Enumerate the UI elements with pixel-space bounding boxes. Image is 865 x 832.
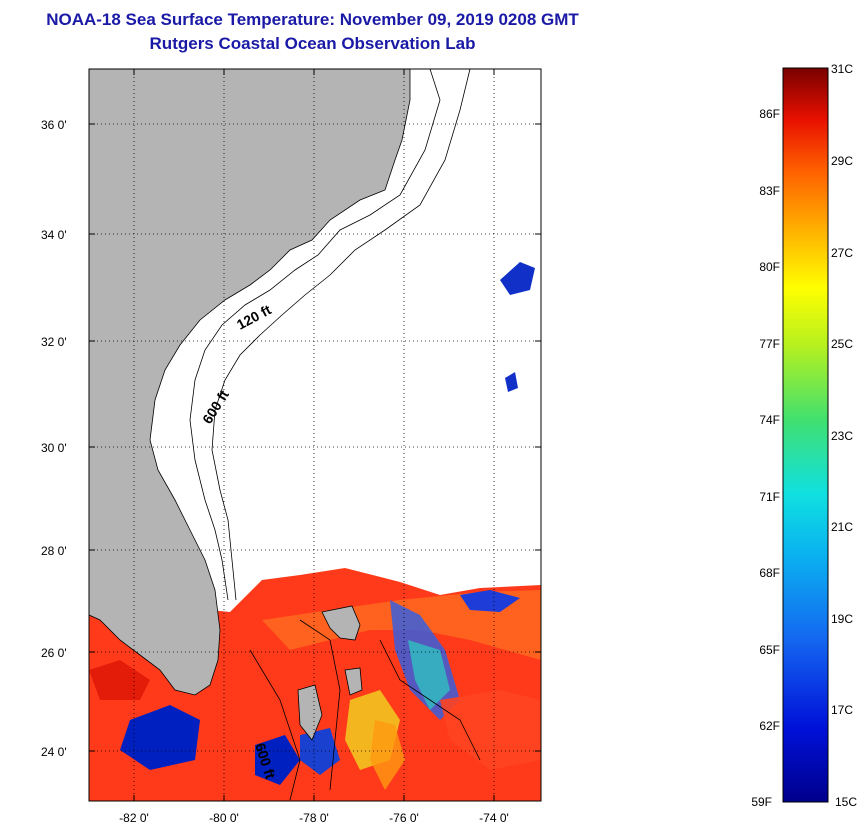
lon-label-82: -82 0' — [119, 811, 149, 825]
graticule — [89, 69, 541, 801]
colorbar-f-68: 68F — [759, 566, 780, 580]
lat-label-34: 34 0' — [41, 228, 67, 242]
colorbar-c-17: 17C — [831, 703, 853, 717]
depth-contours — [189, 69, 481, 801]
lat-label-26: 26 0' — [41, 646, 67, 660]
colorbar-f-77: 77F — [759, 337, 780, 351]
colorbar-f-62: 62F — [759, 719, 780, 733]
colorbar-f-83: 83F — [759, 184, 780, 198]
colorbar-c-21: 21C — [831, 520, 853, 534]
lat-label-32: 32 0' — [41, 335, 67, 349]
colorbar-f-65: 65F — [759, 643, 780, 657]
colorbar-c-15: 15C — [835, 795, 857, 809]
lat-label-30: 30 0' — [41, 441, 67, 455]
lon-label-78: -78 0' — [299, 811, 329, 825]
lat-label-28: 28 0' — [41, 544, 67, 558]
colorbar-c-29: 29C — [831, 154, 853, 168]
map-title: NOAA-18 Sea Surface Temperature: Novembe… — [46, 10, 579, 29]
colorbar-f-80: 80F — [759, 260, 780, 274]
lon-label-76: -76 0' — [389, 811, 419, 825]
lat-label-24: 24 0' — [41, 745, 67, 759]
lon-label-74: -74 0' — [479, 811, 509, 825]
colorbar-f-86: 86F — [759, 107, 780, 121]
islands-layer — [297, 605, 363, 741]
map-border — [88, 68, 542, 802]
colorbar-f-74: 74F — [759, 413, 780, 427]
colorbar-f-59: 59F — [751, 795, 772, 809]
map-subtitle: Rutgers Coastal Ocean Observation Lab — [149, 34, 476, 53]
tick-marks — [89, 69, 541, 801]
lat-label-36: 36 0' — [41, 118, 67, 132]
colorbar-c-27: 27C — [831, 246, 853, 260]
colorbar — [782, 67, 829, 803]
lon-label-80: -80 0' — [209, 811, 239, 825]
colorbar-c-23: 23C — [831, 429, 853, 443]
colorbar-c-31: 31C — [831, 62, 853, 76]
land-layer — [89, 69, 411, 696]
colorbar-c-25: 25C — [831, 337, 853, 351]
colorbar-f-71: 71F — [759, 490, 780, 504]
colorbar-c-19: 19C — [831, 612, 853, 626]
